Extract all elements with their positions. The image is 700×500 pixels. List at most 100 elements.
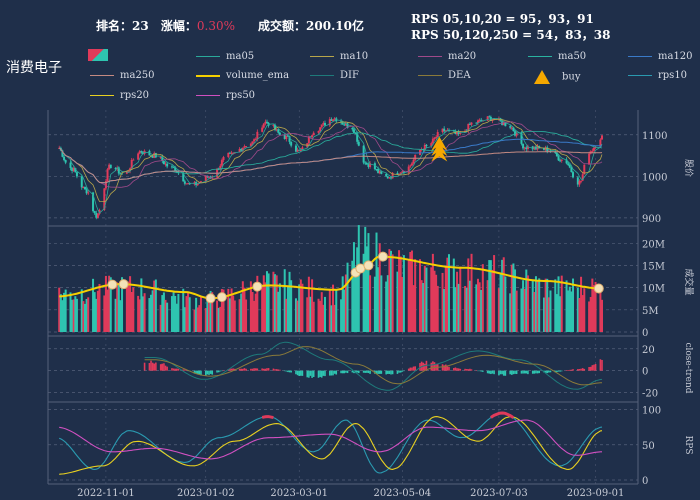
- candle-body: [352, 129, 355, 133]
- y-tick-label: 20: [642, 345, 655, 356]
- volume-bar: [557, 276, 560, 332]
- candle-body: [299, 149, 302, 151]
- volume-bar: [441, 272, 444, 332]
- macd-bar: [346, 370, 349, 374]
- volume-bar: [265, 271, 268, 332]
- volume-bar: [478, 282, 481, 332]
- candle-body: [478, 119, 481, 121]
- candle-body: [380, 171, 383, 174]
- legend-item-ma250: ma250: [90, 70, 155, 81]
- candle-body: [104, 181, 107, 189]
- volume-bar: [294, 298, 297, 332]
- ma05-line: [58, 117, 603, 214]
- macd-bar: [143, 362, 146, 371]
- macd-bar: [459, 368, 462, 371]
- candle-body: [365, 163, 368, 165]
- volume-bar: [138, 299, 141, 332]
- candle-body: [232, 152, 235, 154]
- volume-bar: [174, 295, 177, 332]
- candle-body: [87, 192, 90, 194]
- macd-bar: [482, 370, 484, 372]
- candle-body: [222, 157, 225, 161]
- volume-bar: [71, 299, 74, 332]
- macd-bar: [480, 370, 483, 372]
- legend-item-DEA: DEA: [418, 70, 471, 81]
- volume-bar: [87, 297, 90, 332]
- candle-body: [261, 127, 264, 132]
- volume-bar: [154, 279, 157, 332]
- candle-body: [351, 127, 354, 130]
- macd-bar: [441, 364, 444, 371]
- volume-bar: [407, 259, 410, 332]
- volume-bar: [493, 255, 496, 332]
- volume-bar: [288, 271, 291, 332]
- volume-bar: [509, 293, 512, 332]
- candle-body: [546, 147, 549, 152]
- candle-legend-icon: [88, 49, 108, 64]
- legend-swatch: [528, 56, 552, 57]
- candle-body: [75, 172, 78, 177]
- candle-body: [576, 177, 579, 185]
- volume-bar: [592, 285, 595, 332]
- volume-bar: [172, 292, 175, 332]
- volume-bar: [58, 287, 61, 332]
- volume-bar: [211, 292, 214, 332]
- volume-bar: [220, 289, 223, 332]
- candle-body: [196, 183, 199, 186]
- volume-bar: [298, 284, 301, 332]
- volume-bar: [253, 300, 256, 332]
- volume-bar: [391, 254, 394, 332]
- volume-bar: [401, 276, 404, 332]
- candle-body: [323, 122, 326, 126]
- macd-bar: [467, 369, 470, 371]
- volume-bar: [95, 298, 98, 332]
- candle-body: [253, 139, 256, 142]
- macd-bar: [155, 362, 157, 371]
- volume-bar: [137, 295, 140, 332]
- sector-name: 消费电子: [6, 60, 62, 76]
- volume-bar: [480, 289, 483, 332]
- volume-bar: [464, 285, 467, 332]
- macd-bar: [430, 362, 433, 371]
- volume-bar: [119, 300, 122, 332]
- volume-bar: [555, 294, 558, 332]
- macd-bar: [557, 370, 560, 372]
- macd-bar: [568, 369, 571, 371]
- volume-bar: [343, 289, 346, 332]
- change-value: 0.30%: [196, 19, 236, 33]
- candle-body: [319, 127, 322, 132]
- candle-body: [301, 147, 304, 150]
- volume-bar: [534, 276, 537, 332]
- candle-body: [401, 171, 404, 173]
- macd-bar: [333, 370, 336, 374]
- macd-bar: [572, 369, 574, 371]
- macd-bar: [309, 370, 312, 376]
- candle-body: [117, 167, 120, 174]
- volume-bar: [594, 281, 597, 332]
- candle-body: [170, 166, 173, 168]
- rank-info: 排名：23 涨幅：0.30%: [96, 17, 235, 34]
- macd-bar: [591, 365, 594, 371]
- macd-bar: [242, 368, 244, 371]
- macd-bar: [549, 370, 552, 373]
- volume-bar: [601, 299, 603, 332]
- legend-item-rps10: rps10: [628, 70, 687, 81]
- volume-bar: [578, 297, 581, 332]
- volume-ema-line: [59, 255, 602, 300]
- volume-bar: [114, 298, 117, 332]
- buy-marker: [431, 136, 448, 151]
- macd-bar: [559, 370, 561, 372]
- candle-body: [254, 139, 257, 141]
- volume-bar: [523, 288, 526, 332]
- macd-bar: [208, 370, 210, 375]
- macd-bar: [535, 370, 537, 374]
- volume-bar: [170, 296, 173, 332]
- candle-body: [407, 166, 410, 173]
- volume-bar: [196, 307, 199, 332]
- macd-bar: [266, 368, 268, 371]
- volume-bar: [364, 226, 367, 332]
- macd-bar: [409, 367, 412, 371]
- volume-bar: [262, 275, 265, 332]
- macd-bar: [330, 370, 333, 376]
- volume-bar: [525, 269, 528, 332]
